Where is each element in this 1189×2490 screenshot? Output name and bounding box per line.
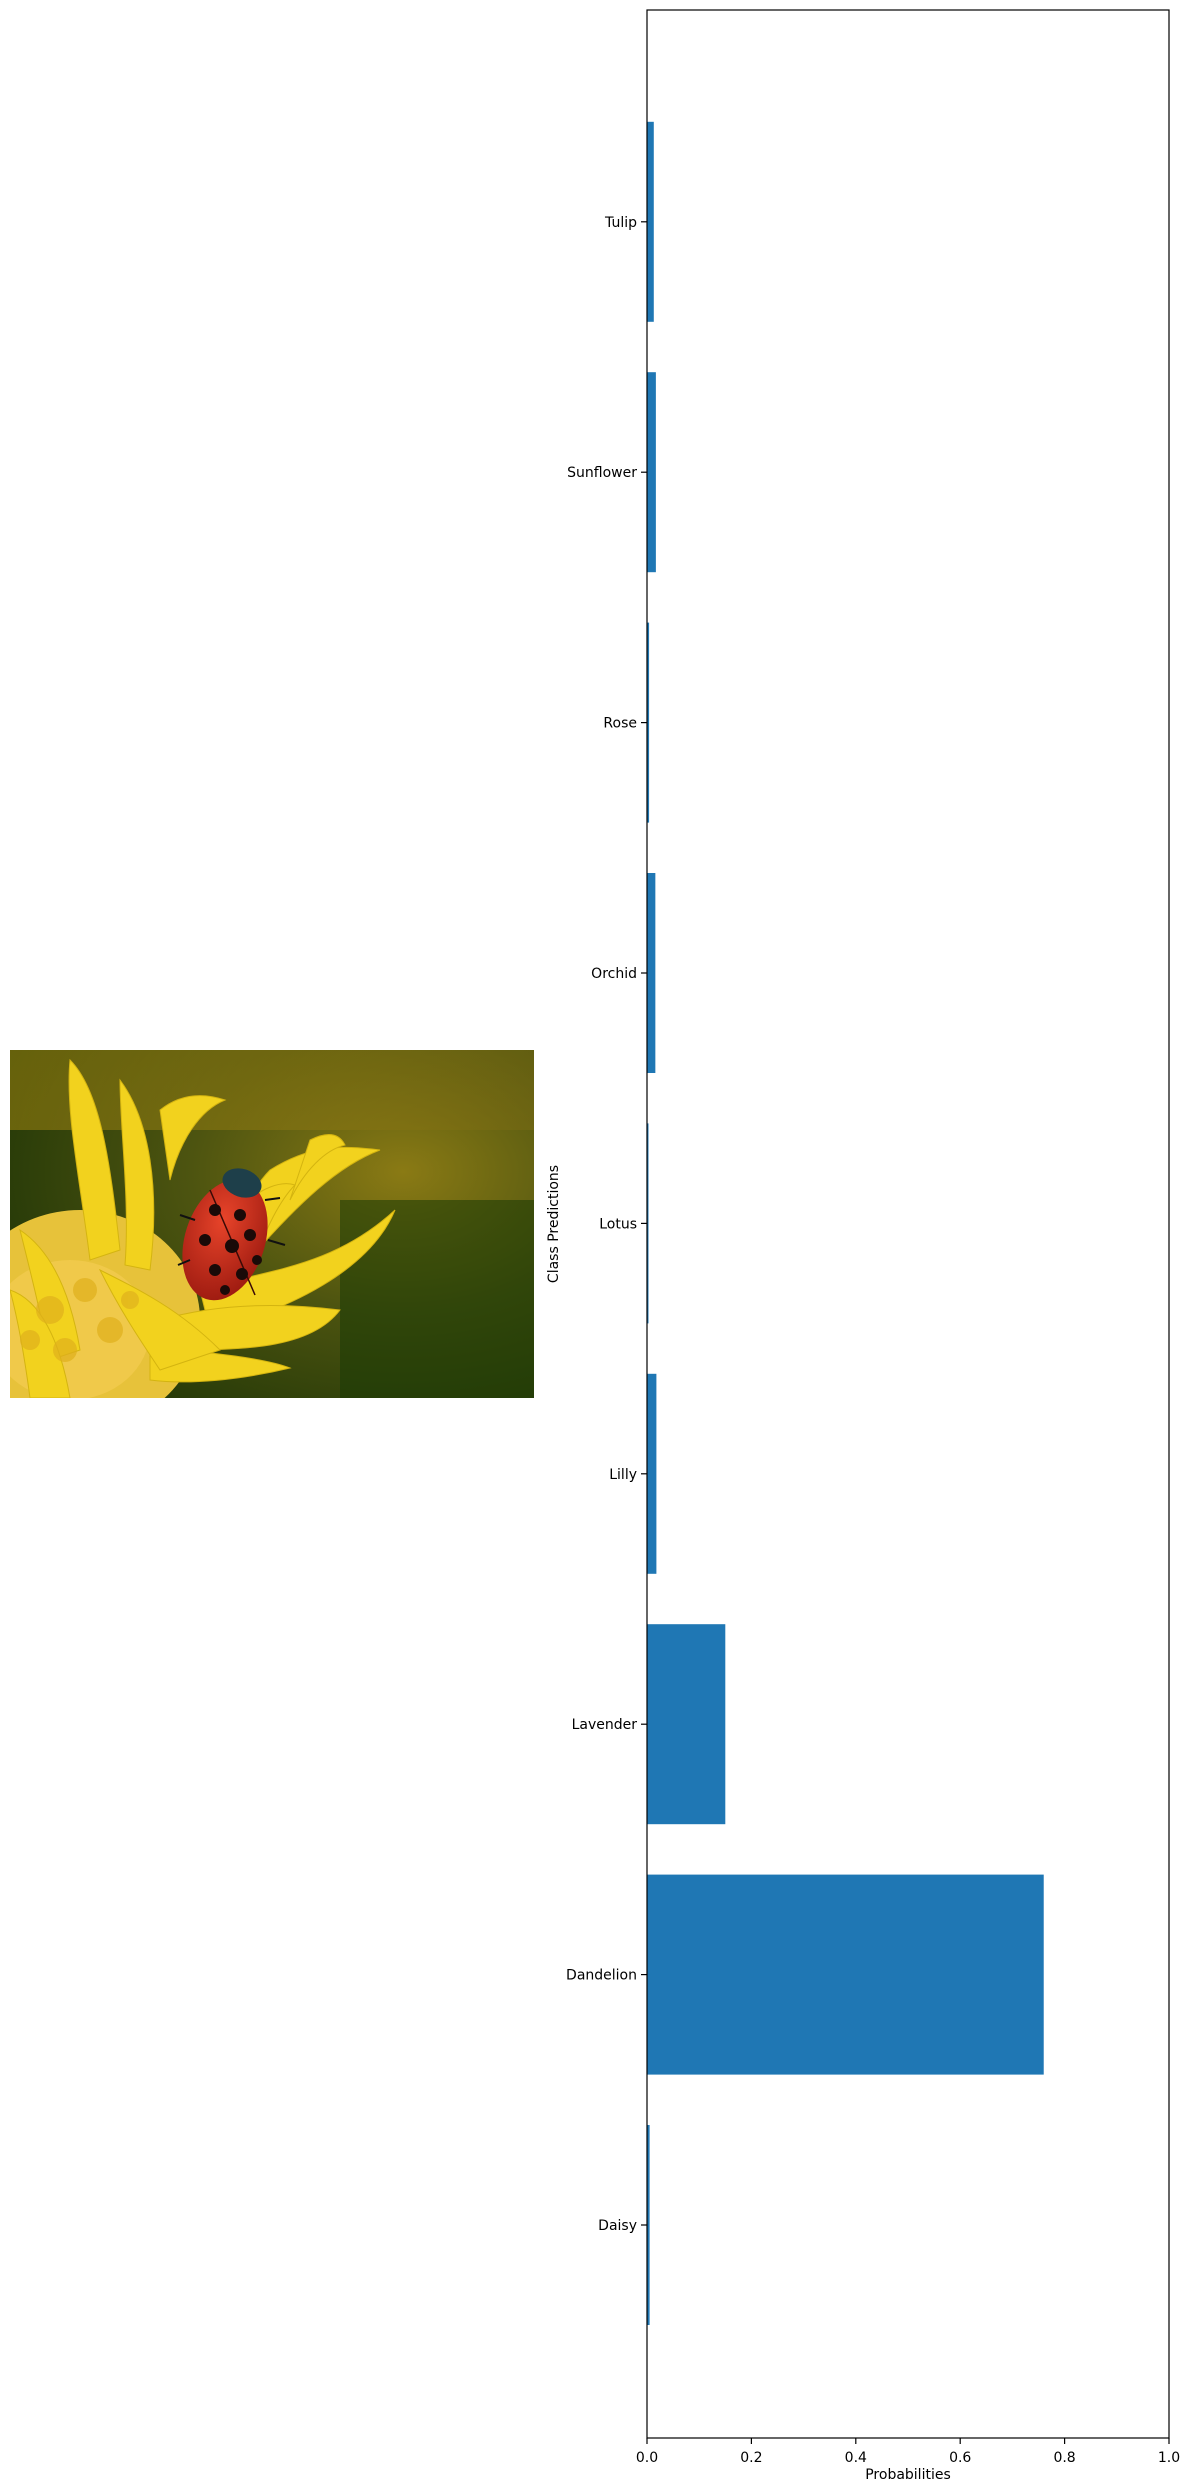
x-ticks-group: 0.0 0.2 0.4 0.6 0.8 1.0 bbox=[636, 2438, 1180, 2466]
x-tick-label: 0.2 bbox=[740, 2450, 762, 2466]
y-tick-label-tulip: Tulip bbox=[604, 215, 637, 231]
bar-rose bbox=[647, 622, 650, 823]
y-tick-label-lavender: Lavender bbox=[572, 1717, 638, 1733]
y-tick-label-sunflower: Sunflower bbox=[567, 465, 637, 481]
y-tick-label-orchid: Orchid bbox=[591, 966, 637, 982]
x-tick-label: 1.0 bbox=[1158, 2450, 1180, 2466]
x-tick-label: 0.4 bbox=[845, 2450, 867, 2466]
x-tick-label: 0.0 bbox=[636, 2450, 658, 2466]
bar-tulip bbox=[647, 121, 654, 322]
y-tick-label-lilly: Lilly bbox=[609, 1467, 637, 1483]
y-tick-label-lotus: Lotus bbox=[599, 1216, 637, 1232]
bar-sunflower bbox=[647, 372, 656, 573]
plot-frame bbox=[646, 9, 1170, 2439]
bar-dandelion bbox=[647, 1874, 1044, 2075]
y-tick-label-dandelion: Dandelion bbox=[566, 1968, 637, 1984]
input-photo-ladybug bbox=[10, 1050, 534, 1398]
bars-group bbox=[647, 121, 1044, 2325]
x-axis-label: Probabilities bbox=[865, 2467, 951, 2483]
y-tick-label-daisy: Daisy bbox=[598, 2218, 637, 2234]
y-tick-label-rose: Rose bbox=[603, 716, 637, 732]
bar-orchid bbox=[647, 873, 656, 1073]
x-tick-label: 0.8 bbox=[1053, 2450, 1075, 2466]
bar-daisy bbox=[647, 2125, 650, 2325]
y-axis-label: Class Predictions bbox=[546, 1165, 562, 1283]
y-ticks-group: Daisy Dandelion Lavender Lilly Lotus Orchid Ro… bbox=[566, 215, 647, 2234]
bar-lilly bbox=[647, 1373, 657, 1574]
bar-lavender bbox=[647, 1624, 726, 1825]
x-tick-label: 0.6 bbox=[949, 2450, 971, 2466]
bar-lotus bbox=[647, 1123, 649, 1324]
